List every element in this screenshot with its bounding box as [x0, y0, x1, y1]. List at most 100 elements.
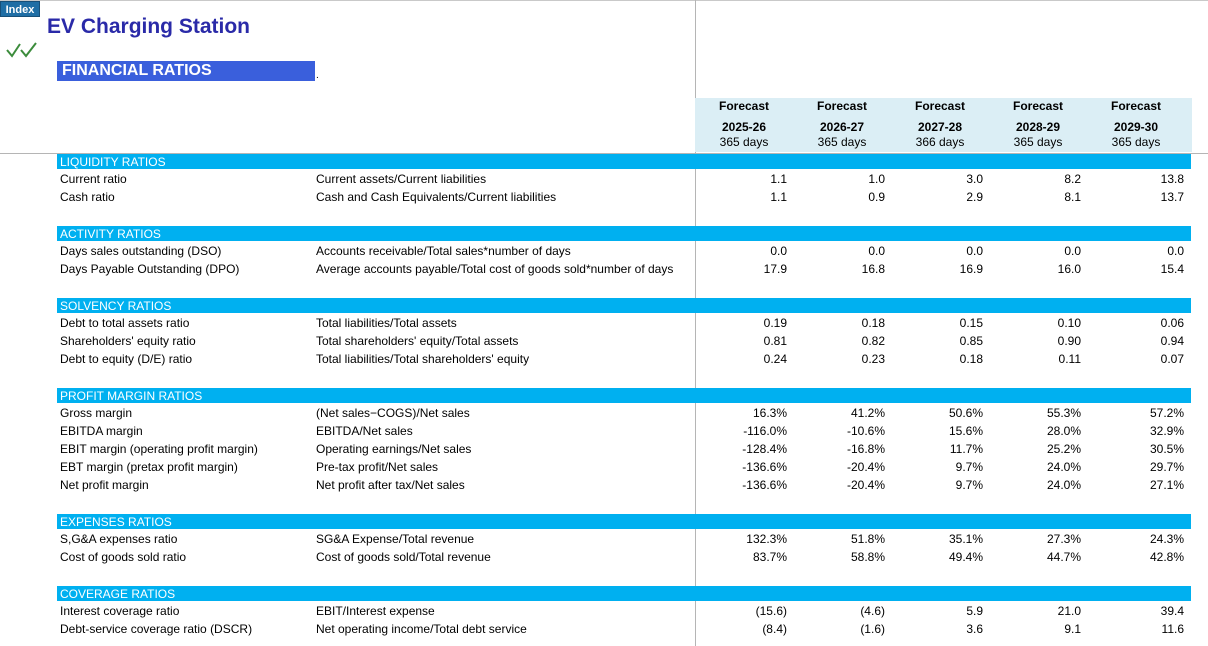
- table-row[interactable]: Gross margin (Net sales−COGS)/Net sales …: [0, 404, 1208, 422]
- section-title: ACTIVITY RATIOS: [60, 227, 161, 241]
- header-divider: [0, 153, 1208, 154]
- index-button[interactable]: Index: [0, 1, 40, 17]
- ratio-formula: Operating earnings/Net sales: [316, 442, 472, 456]
- value-cell: 11.7%: [949, 442, 983, 456]
- section-title: SOLVENCY RATIOS: [60, 299, 172, 313]
- value-cell: 28.0%: [1046, 424, 1081, 438]
- ratio-formula: Current assets/Current liabilities: [316, 172, 487, 186]
- value-cell: 15.6%: [948, 424, 983, 438]
- value-cell: 9.1: [1064, 622, 1081, 636]
- value-cell: 1.0: [868, 172, 885, 186]
- value-cell: 27.1%: [1149, 478, 1184, 492]
- table-row[interactable]: S,G&A expenses ratio SG&A Expense/Total …: [0, 530, 1208, 548]
- value-cell: 0.90: [1057, 334, 1081, 348]
- table-row[interactable]: Days sales outstanding (DSO) Accounts re…: [0, 242, 1208, 260]
- value-cell: 21.0: [1057, 604, 1081, 618]
- value-cell: 9.7%: [955, 460, 983, 474]
- table-row[interactable]: Debt-service coverage ratio (DSCR) Net o…: [0, 620, 1208, 638]
- value-cell: -20.4%: [846, 460, 885, 474]
- forecast-days: 365 days: [719, 135, 769, 149]
- table-row[interactable]: Debt to equity (D/E) ratio Total liabili…: [0, 350, 1208, 368]
- ratio-formula: EBITDA/Net sales: [316, 424, 413, 438]
- value-cell: 0.0: [1167, 244, 1184, 258]
- forecast-period: 2025-26: [721, 120, 767, 134]
- value-cell: -128.4%: [742, 442, 787, 456]
- ratio-formula: Net profit after tax/Net sales: [316, 478, 465, 492]
- value-cell: 0.0: [868, 244, 885, 258]
- value-cell: 0.06: [1160, 316, 1184, 330]
- table-row[interactable]: Cash ratio Cash and Cash Equivalents/Cur…: [0, 188, 1208, 206]
- value-cell: -20.4%: [846, 478, 885, 492]
- ratio-formula: EBIT/Interest expense: [316, 604, 435, 618]
- value-cell: 3.0: [966, 172, 983, 186]
- forecast-period: 2029-30: [1113, 120, 1159, 134]
- value-cell: 16.0: [1057, 262, 1081, 276]
- value-cell: 0.94: [1160, 334, 1184, 348]
- ratio-formula: Average accounts payable/Total cost of g…: [316, 262, 674, 276]
- ratio-label: Shareholders' equity ratio: [60, 334, 196, 348]
- ratio-formula: Accounts receivable/Total sales*number o…: [316, 244, 571, 258]
- forecast-period: 2028-29: [1015, 120, 1061, 134]
- value-cell: 58.8%: [850, 550, 885, 564]
- value-cell: 32.9%: [1149, 424, 1184, 438]
- table-row[interactable]: Debt to total assets ratio Total liabili…: [0, 314, 1208, 332]
- value-cell: 1.1: [770, 190, 787, 204]
- value-cell: (8.4): [762, 622, 787, 636]
- table-row[interactable]: EBITDA margin EBITDA/Net sales -116.0% -…: [0, 422, 1208, 440]
- column-divider: [695, 0, 696, 646]
- ratio-label: S,G&A expenses ratio: [60, 532, 178, 546]
- table-row[interactable]: Shareholders' equity ratio Total shareho…: [0, 332, 1208, 350]
- value-cell: 0.11: [1058, 352, 1081, 366]
- forecast-label: Forecast: [718, 99, 770, 113]
- forecast-days: 365 days: [1111, 135, 1161, 149]
- ratio-formula: Cost of goods sold/Total revenue: [316, 550, 491, 564]
- ratio-label: Cost of goods sold ratio: [60, 550, 187, 564]
- ratio-formula: Total liabilities/Total shareholders' eq…: [316, 352, 530, 366]
- value-cell: 13.8: [1160, 172, 1184, 186]
- value-cell: 132.3%: [746, 532, 787, 546]
- value-cell: 41.2%: [850, 406, 885, 420]
- ratio-formula: Total shareholders' equity/Total assets: [316, 334, 519, 348]
- section-header-activity: ACTIVITY RATIOS: [57, 226, 1191, 241]
- value-cell: 49.4%: [948, 550, 983, 564]
- ratio-label: Interest coverage ratio: [60, 604, 180, 618]
- value-cell: 8.2: [1064, 172, 1081, 186]
- table-row[interactable]: Cost of goods sold ratio Cost of goods s…: [0, 548, 1208, 566]
- forecast-label: Forecast: [914, 99, 966, 113]
- value-cell: -136.6%: [742, 478, 787, 492]
- ratio-formula: (Net sales−COGS)/Net sales: [316, 406, 470, 420]
- value-cell: 1.1: [770, 172, 787, 186]
- page-subtitle: FINANCIAL RATIOS: [57, 61, 315, 81]
- value-cell: 0.82: [861, 334, 885, 348]
- app-title: EV Charging Station: [47, 15, 251, 38]
- value-cell: 24.3%: [1149, 532, 1184, 546]
- section-title: PROFIT MARGIN RATIOS: [60, 389, 203, 403]
- table-row[interactable]: Net profit margin Net profit after tax/N…: [0, 476, 1208, 494]
- value-cell: 0.19: [763, 316, 787, 330]
- ratio-formula: Total liabilities/Total assets: [316, 316, 457, 330]
- table-row[interactable]: Interest coverage ratio EBIT/Interest ex…: [0, 602, 1208, 620]
- table-row[interactable]: EBIT margin (operating profit margin) Op…: [0, 440, 1208, 458]
- value-cell: 3.6: [966, 622, 983, 636]
- value-cell: -16.8%: [846, 442, 885, 456]
- value-cell: 0.0: [770, 244, 787, 258]
- section-header-solvency: SOLVENCY RATIOS: [57, 298, 1191, 313]
- table-row[interactable]: Days Payable Outstanding (DPO) Average a…: [0, 260, 1208, 278]
- ratio-formula: Net operating income/Total debt service: [316, 622, 527, 636]
- value-cell: 0.0: [966, 244, 983, 258]
- value-cell: 55.3%: [1046, 406, 1081, 420]
- value-cell: 44.7%: [1046, 550, 1081, 564]
- value-cell: 0.18: [959, 352, 983, 366]
- table-row[interactable]: Current ratio Current assets/Current lia…: [0, 170, 1208, 188]
- section-header-expenses: EXPENSES RATIOS: [57, 514, 1191, 529]
- value-cell: 0.24: [763, 352, 787, 366]
- forecast-label: Forecast: [1012, 99, 1064, 113]
- table-row[interactable]: EBT margin (pretax profit margin) Pre-ta…: [0, 458, 1208, 476]
- ratio-label: Net profit margin: [60, 478, 149, 492]
- forecast-period: 2027-28: [917, 120, 963, 134]
- forecast-label: Forecast: [1110, 99, 1162, 113]
- value-cell: 0.15: [959, 316, 983, 330]
- value-cell: 0.23: [861, 352, 885, 366]
- forecast-days: 365 days: [817, 135, 867, 149]
- value-cell: 8.1: [1064, 190, 1081, 204]
